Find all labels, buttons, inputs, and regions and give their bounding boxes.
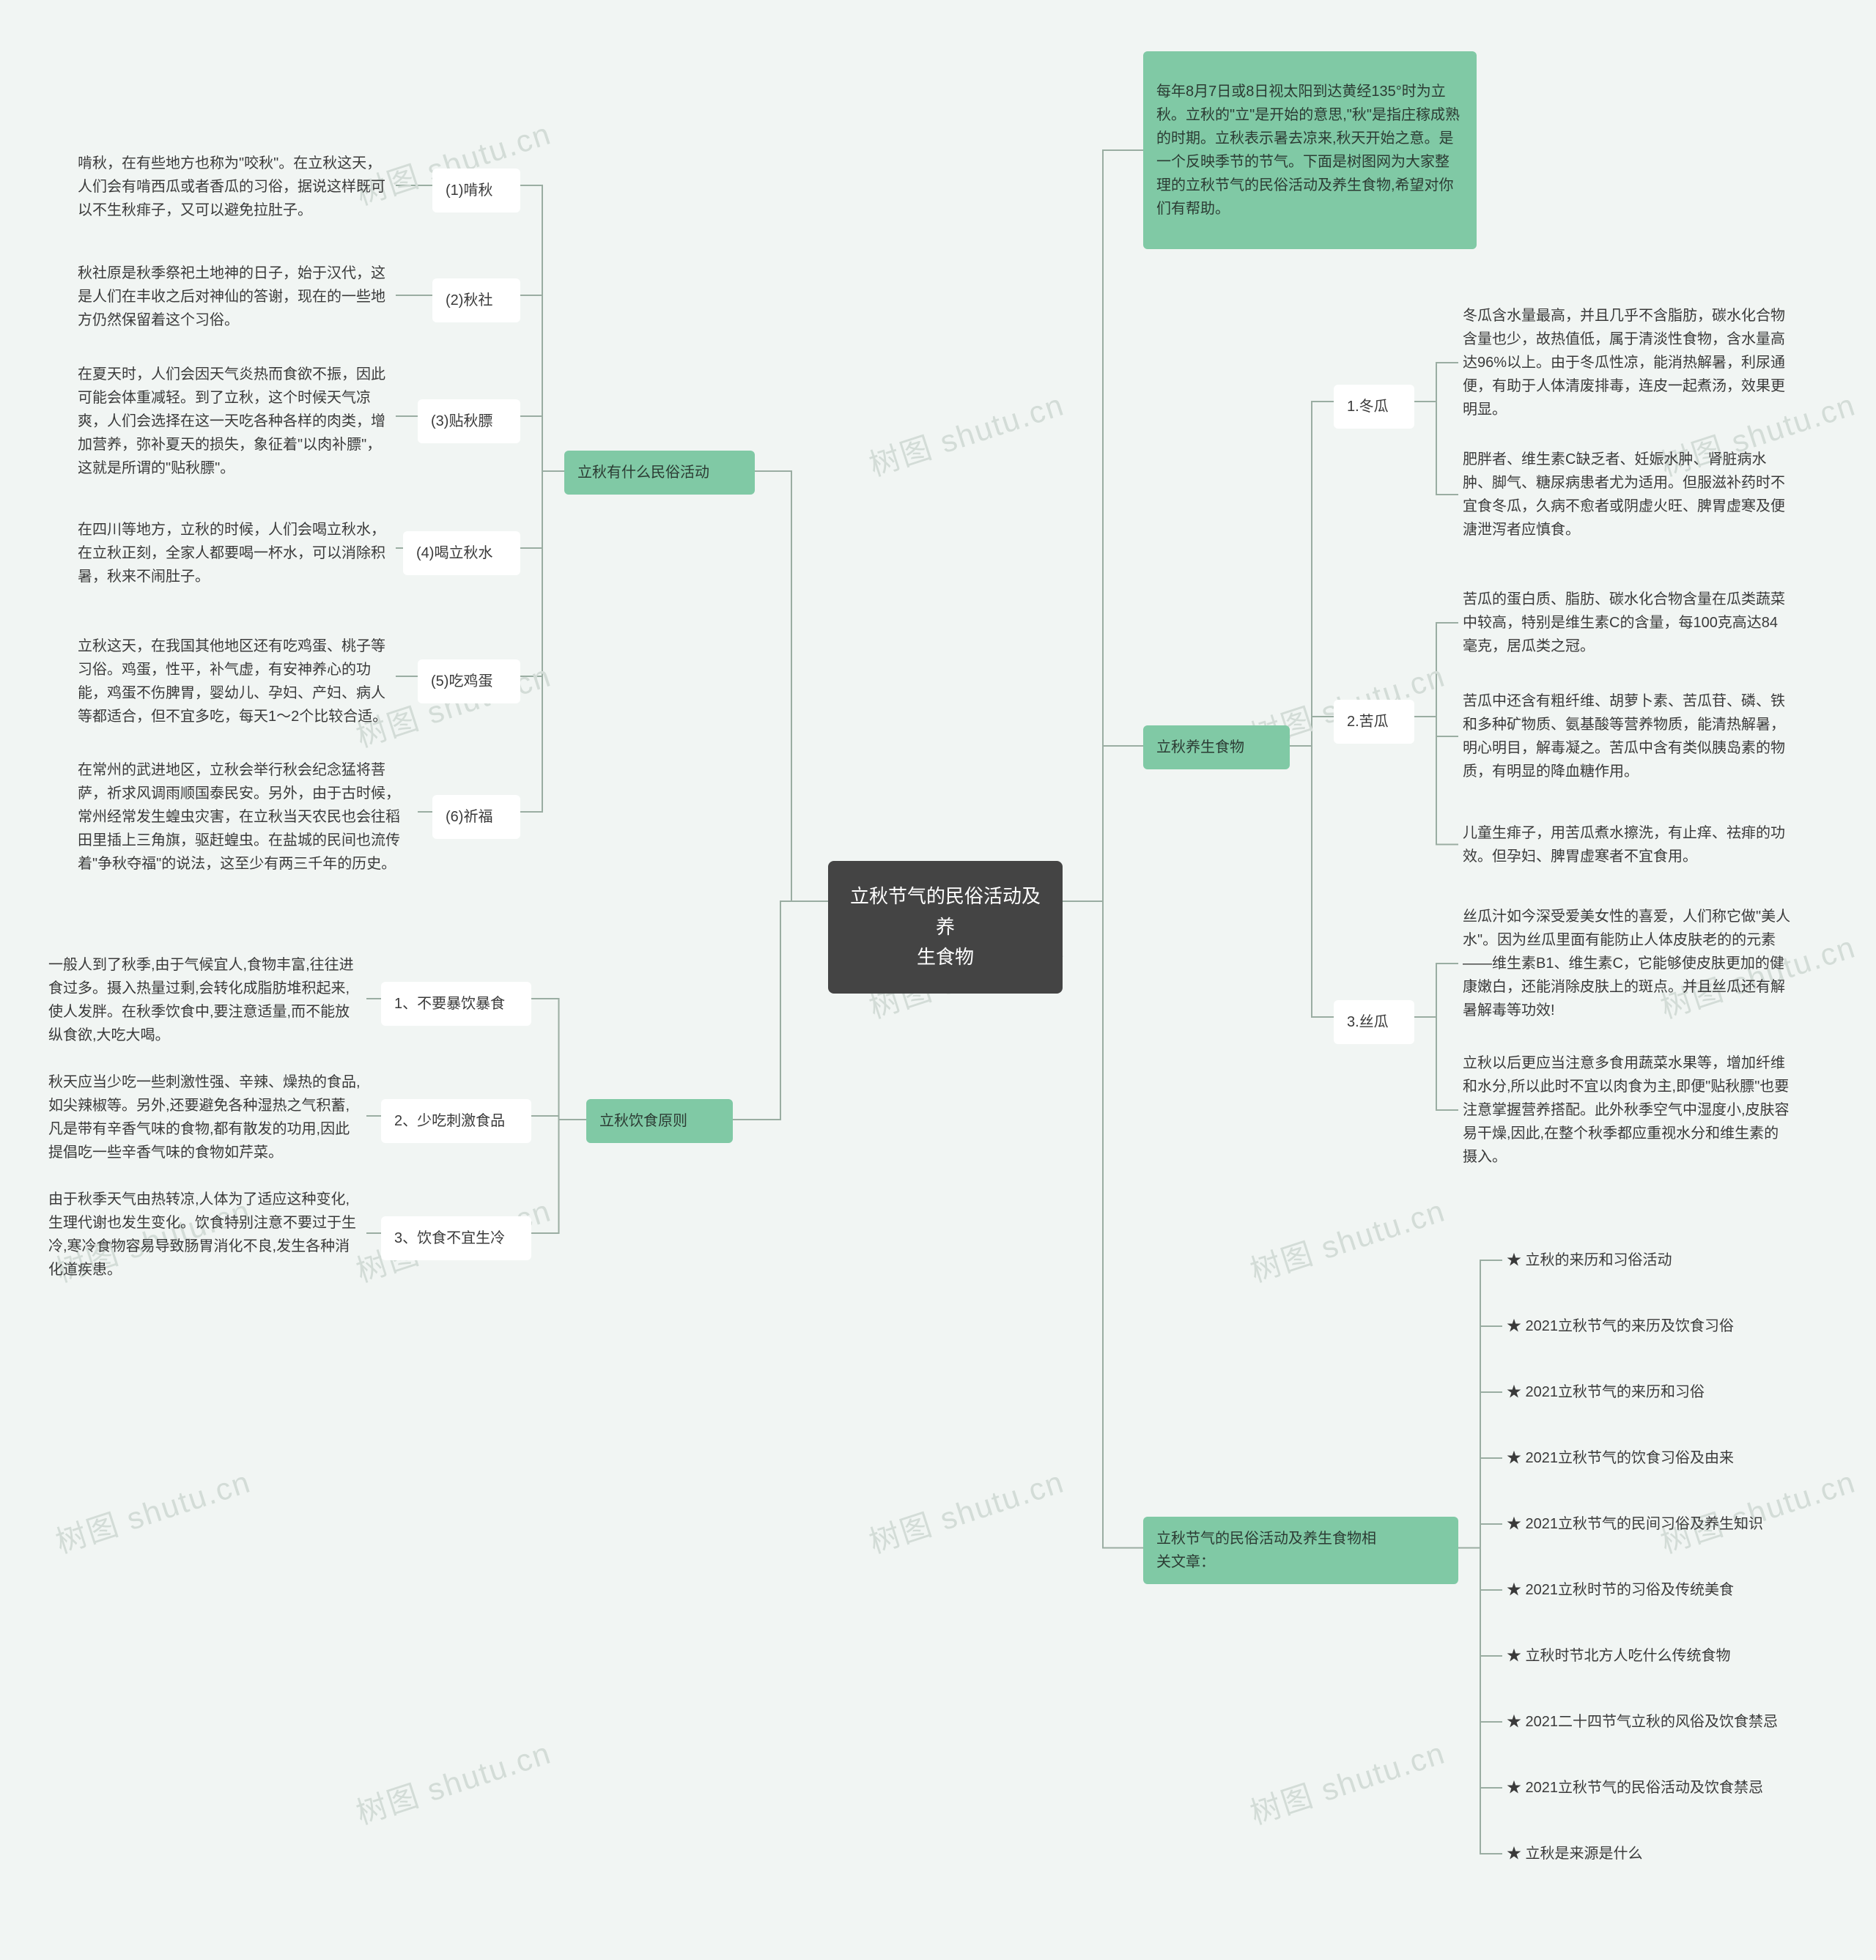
leaf-r1c2-0: 苦瓜的蛋白质、脂肪、碳水化合物含量在瓜类蔬菜中较高，特别是维生素C的含量，每10… [1458, 579, 1795, 667]
center-node[interactable]: 立秋节气的民俗活动及养生食物 [828, 861, 1063, 994]
subnode-l1c5[interactable]: (5)吃鸡蛋 [418, 659, 520, 703]
leaf-l2c3: 由于秋季天气由热转凉,人体为了适应这种变化,生理代谢也发生变化。饮食特别注意不要… [44, 1183, 366, 1286]
subnode-l1c2[interactable]: (2)秋社 [432, 278, 520, 322]
link-6[interactable]: ★ 立秋时节北方人吃什么传统食物 [1502, 1641, 1817, 1671]
leaf-r1c2-2: 儿童生痱子，用苦瓜煮水擦洗，有止痒、祛痱的功效。但孕妇、脾胃虚寒者不宜食用。 [1458, 813, 1795, 876]
link-4[interactable]: ★ 2021立秋节气的民间习俗及养生知识 [1502, 1509, 1817, 1539]
leaf-r1c1-1: 肥胖者、维生素C缺乏者、妊娠水肿、肾脏病水肿、脚气、糖尿病患者尤为适用。但服滋补… [1458, 443, 1795, 546]
leaf-l1c6: 在常州的武进地区，立秋会举行秋会纪念猛将菩萨，祈求风调雨顺国泰民安。另外，由于古… [73, 744, 418, 890]
subnode-l2c1[interactable]: 1、不要暴饮暴食 [381, 982, 531, 1026]
subnode-l2c3[interactable]: 3、饮食不宜生冷 [381, 1216, 531, 1260]
watermark: 树图 shutu.cn [1244, 1186, 1450, 1291]
watermark: 树图 shutu.cn [350, 1728, 556, 1833]
subnode-r1c1[interactable]: 1.冬瓜 [1334, 385, 1414, 429]
leaf-r1c3-0: 丝瓜汁如今深受爱美女性的喜爱，人们称它做"美人水"。因为丝瓜里面有能防止人体皮肤… [1458, 901, 1795, 1026]
subnode-l2c2[interactable]: 2、少吃刺激食品 [381, 1099, 531, 1143]
leaf-l2c1: 一般人到了秋季,由于气候宜人,食物丰富,往往进食过多。摄入热量过剩,会转化成脂肪… [44, 949, 366, 1051]
subnode-r1c3[interactable]: 3.丝瓜 [1334, 1000, 1414, 1044]
intro-block: 每年8月7日或8日视太阳到达黄经135°时为立秋。立秋的"立"是开始的意思,"秋… [1143, 51, 1477, 249]
subnode-l1c3[interactable]: (3)贴秋膘 [418, 399, 520, 443]
leaf-l2c2: 秋天应当少吃一些刺激性强、辛辣、燥热的食品,如尖辣椒等。另外,还要避免各种湿热之… [44, 1066, 366, 1169]
subnode-l1c1[interactable]: (1)啃秋 [432, 169, 520, 212]
subnode-r1c2[interactable]: 2.苦瓜 [1334, 700, 1414, 744]
branch-l1[interactable]: 立秋有什么民俗活动 [564, 451, 755, 495]
leaf-l1c5: 立秋这天，在我国其他地区还有吃鸡蛋、桃子等习俗。鸡蛋，性平，补气虚，有安神养心的… [73, 619, 396, 744]
link-7[interactable]: ★ 2021二十四节气立秋的风俗及饮食禁忌 [1502, 1707, 1817, 1737]
link-1[interactable]: ★ 2021立秋节气的来历及饮食习俗 [1502, 1312, 1817, 1341]
leaf-l1c4: 在四川等地方，立秋的时候，人们会喝立秋水，在立秋正刻，全家人都要喝一杯水，可以消… [73, 513, 396, 593]
link-5[interactable]: ★ 2021立秋时节的习俗及传统美食 [1502, 1575, 1817, 1605]
leaf-r1c3-1: 立秋以后更应当注意多食用蔬菜水果等，增加纤维和水分,所以此时不宜以肉食为主,即便… [1458, 1048, 1795, 1172]
mindmap-canvas: 树图 shutu.cn 树图 shutu.cn 树图 shutu.cn 树图 shut… [0, 0, 1876, 1960]
branch-r1[interactable]: 立秋养生食物 [1143, 725, 1290, 769]
branch-l2[interactable]: 立秋饮食原则 [586, 1099, 733, 1143]
leaf-l1c1: 啃秋，在有些地方也称为"咬秋"。在立秋这天，人们会有啃西瓜或者香瓜的习俗，据说这… [73, 147, 396, 227]
link-9[interactable]: ★ 立秋是来源是什么 [1502, 1839, 1817, 1868]
link-3[interactable]: ★ 2021立秋节气的饮食习俗及由来 [1502, 1443, 1817, 1473]
subnode-l1c6[interactable]: (6)祈福 [432, 795, 520, 839]
watermark: 树图 shutu.cn [1244, 1728, 1450, 1833]
branch-r2[interactable]: 立秋节气的民俗活动及养生食物相关文章： [1143, 1517, 1458, 1584]
watermark: 树图 shutu.cn [863, 380, 1069, 485]
link-8[interactable]: ★ 2021立秋节气的民俗活动及饮食禁忌 [1502, 1773, 1817, 1802]
leaf-r1c1-0: 冬瓜含水量最高，并且几乎不含脂肪，碳水化合物含量也少，故热值低，属于清淡性食物，… [1458, 300, 1795, 425]
watermark: 树图 shutu.cn [49, 1457, 256, 1562]
link-2[interactable]: ★ 2021立秋节气的来历和习俗 [1502, 1377, 1817, 1407]
subnode-l1c4[interactable]: (4)喝立秋水 [403, 531, 520, 575]
leaf-l1c2: 秋社原是秋季祭祀土地神的日子，始于汉代，这是人们在丰收之后对神仙的答谢，现在的一… [73, 256, 396, 337]
link-0[interactable]: ★ 立秋的来历和习俗活动 [1502, 1246, 1817, 1275]
leaf-l1c3: 在夏天时，人们会因天气炎热而食欲不振，因此可能会体重减轻。到了立秋，这个时候天气… [73, 359, 396, 484]
leaf-r1c2-1: 苦瓜中还含有粗纤维、胡萝卜素、苦瓜苷、磷、铁和多种矿物质、氨基酸等营养物质，能清… [1458, 681, 1795, 791]
watermark: 树图 shutu.cn [863, 1457, 1069, 1562]
